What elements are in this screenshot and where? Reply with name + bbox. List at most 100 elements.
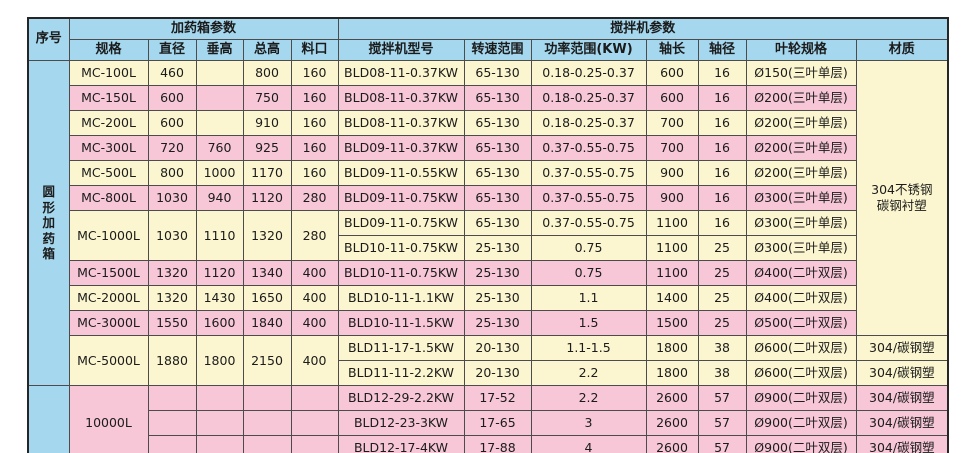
table-cell: 1.5 [530, 310, 647, 336]
table-cell: BLD11-17-1.5KW [337, 335, 465, 361]
table-row: MC-3000L 1550 1600 1840 400 BLD10-11-1.5KW 25-… [28, 310, 948, 336]
table-cell: BLD10-11-1.5KW [337, 310, 465, 336]
table-row: 10000L BLD12-29-2.2KW 17-52 2.2 2600 57 Ø900(二… [27, 385, 949, 453]
table-cell: 1100 [645, 260, 699, 286]
table-cell: 25 [697, 285, 747, 311]
dosing-tank-mixer-spec-table: 序号 加药箱参数 搅拌机参数 规格 直径 垂高 总高 料口 搅拌机型号 转速范围 功率范围(KW) 轴… [27, 17, 950, 453]
table-cell: 160 [290, 60, 339, 86]
table-cell: 65-130 [463, 110, 532, 136]
table-cell: 17-65 [463, 410, 532, 436]
table-cell: 800 [242, 60, 292, 86]
table-row: MC-300L 720 760 925 160 BLD09-11-0.37KW 65-130… [28, 135, 948, 161]
table-cell [195, 435, 244, 453]
table-cell: 57 [697, 435, 747, 453]
table-cell: 65-130 [463, 160, 532, 186]
table-cell: Ø900(二叶双层) [745, 435, 857, 453]
table-cell: Ø300(三叶单层) [745, 235, 857, 261]
table-cell: 2600 [645, 385, 699, 411]
header-cell: 总高 [242, 39, 292, 61]
table-cell: 25-130 [463, 260, 532, 286]
table-cell: 304/碳钢塑 [855, 435, 949, 453]
table-cell: MC-2000L [68, 285, 149, 311]
table-cell: Ø900(二叶双层) [745, 410, 857, 436]
table-cell: 65-130 [463, 135, 532, 161]
table-cell: 400 [290, 310, 339, 336]
header-cell: 搅拌机型号 [337, 39, 465, 61]
table-cell: 160 [290, 160, 339, 186]
table-cell: 600 [645, 60, 699, 86]
table-cell: 2.2 [530, 360, 647, 386]
table-cell: BLD08-11-0.37KW [337, 110, 465, 136]
table-cell: 600 [645, 85, 699, 111]
table-row: MC-200L 600 910 160 BLD08-11-0.37KW 65-130 0.1… [28, 110, 948, 136]
header-cell: 直径 [147, 39, 197, 61]
table-cell: 760 [195, 135, 244, 161]
table-cell: 1110 [195, 210, 244, 261]
table-cell: Ø600(二叶双层) [745, 360, 857, 386]
header-mixer-group: 搅拌机参数 [337, 17, 949, 40]
table-cell: 1650 [242, 285, 292, 311]
table-cell [147, 435, 197, 453]
table-cell: 304/碳钢塑 [855, 360, 949, 386]
table-cell: 20-130 [463, 335, 532, 361]
table-cell: Ø200(三叶单层) [745, 85, 857, 111]
table-cell: MC-3000L [68, 310, 149, 336]
table-cell: 1880 [147, 335, 197, 386]
table-cell: 1100 [645, 235, 699, 261]
table-cell: 1030 [147, 210, 197, 261]
table-cell: BLD08-11-0.37KW [337, 60, 465, 86]
table-cell: 25 [697, 235, 747, 261]
table-cell: 65-130 [463, 210, 532, 236]
table-header: 序号 加药箱参数 搅拌机参数 规格 直径 垂高 总高 料口 搅拌机型号 转速范围 功率范围(KW) 轴… [27, 17, 949, 61]
table-cell: 1600 [195, 310, 244, 336]
table-cell: 900 [645, 160, 699, 186]
table-cell: 1550 [147, 310, 197, 336]
table-cell: BLD08-11-0.37KW [337, 85, 465, 111]
header-cell: 规格 [68, 39, 149, 61]
table-cell [195, 85, 244, 111]
table-cell: 0.75 [530, 235, 647, 261]
table-cell: 1.1-1.5 [530, 335, 647, 361]
table-cell: 0.37-0.55-0.75 [530, 160, 647, 186]
table-cell: 25 [697, 310, 747, 336]
table-cell: Ø500(二叶双层) [745, 310, 857, 336]
table-cell: 38 [697, 335, 747, 361]
table-cell: 4 [530, 435, 647, 453]
header-cell: 轴径 [697, 39, 747, 61]
table-cell: 2600 [645, 410, 699, 436]
header-cell: 转速范围 [463, 39, 532, 61]
table-row: BLD11-11-2.2KW 20-130 2.2 1800 38 Ø600(二叶双层) 3… [28, 360, 949, 386]
table-row: MC-500L 800 1000 1170 160 BLD09-11-0.55KW 65-1… [28, 160, 948, 186]
table-cell: 160 [290, 85, 339, 111]
table-cell: 20-130 [463, 360, 532, 386]
table-cell: 16 [697, 185, 747, 211]
table-row: BLD10-11-0.75KW 25-130 0.75 1100 25 Ø300(三叶单层… [28, 235, 948, 261]
header-cell: 功率范围(KW) [530, 39, 647, 61]
table-cell: 1800 [645, 360, 699, 386]
table-cell: 280 [290, 185, 339, 211]
table-cell: BLD10-11-0.75KW [337, 235, 465, 261]
table-cell: 2150 [242, 335, 292, 386]
table-cell: 750 [242, 85, 292, 111]
table-row: MC-2000L 1320 1430 1650 400 BLD10-11-1.1KW 25-… [28, 285, 948, 311]
table-cell: 1320 [147, 260, 197, 286]
table-row: BLD12-17-4KW 17-88 4 2600 57 Ø900(二叶双层) 304/碳钢… [28, 435, 949, 453]
table-cell: 720 [147, 135, 197, 161]
table-cell: 700 [645, 110, 699, 136]
table-cell: Ø200(三叶单层) [745, 160, 857, 186]
table-row: MC-150L 600 750 160 BLD08-11-0.37KW 65-130 0.1… [28, 85, 948, 111]
table-cell: 1800 [195, 335, 244, 386]
table-cell: 304/碳钢塑 [855, 385, 949, 411]
table-cell: 16 [697, 60, 747, 86]
table-cell: MC-1500L [68, 260, 149, 286]
table-cell: Ø150(三叶单层) [745, 60, 857, 86]
table-cell: 0.18-0.25-0.37 [530, 60, 647, 86]
table-row: BLD12-23-3KW 17-65 3 2600 57 Ø900(二叶双层) 304/碳钢… [28, 410, 949, 436]
table-cell: BLD12-29-2.2KW [337, 385, 465, 411]
table-cell: 17-52 [463, 385, 532, 411]
table-cell: 16 [697, 160, 747, 186]
table-cell: 800 [147, 160, 197, 186]
table-cell [242, 410, 292, 436]
table-cell [242, 435, 292, 453]
table-cell: 25-130 [463, 310, 532, 336]
